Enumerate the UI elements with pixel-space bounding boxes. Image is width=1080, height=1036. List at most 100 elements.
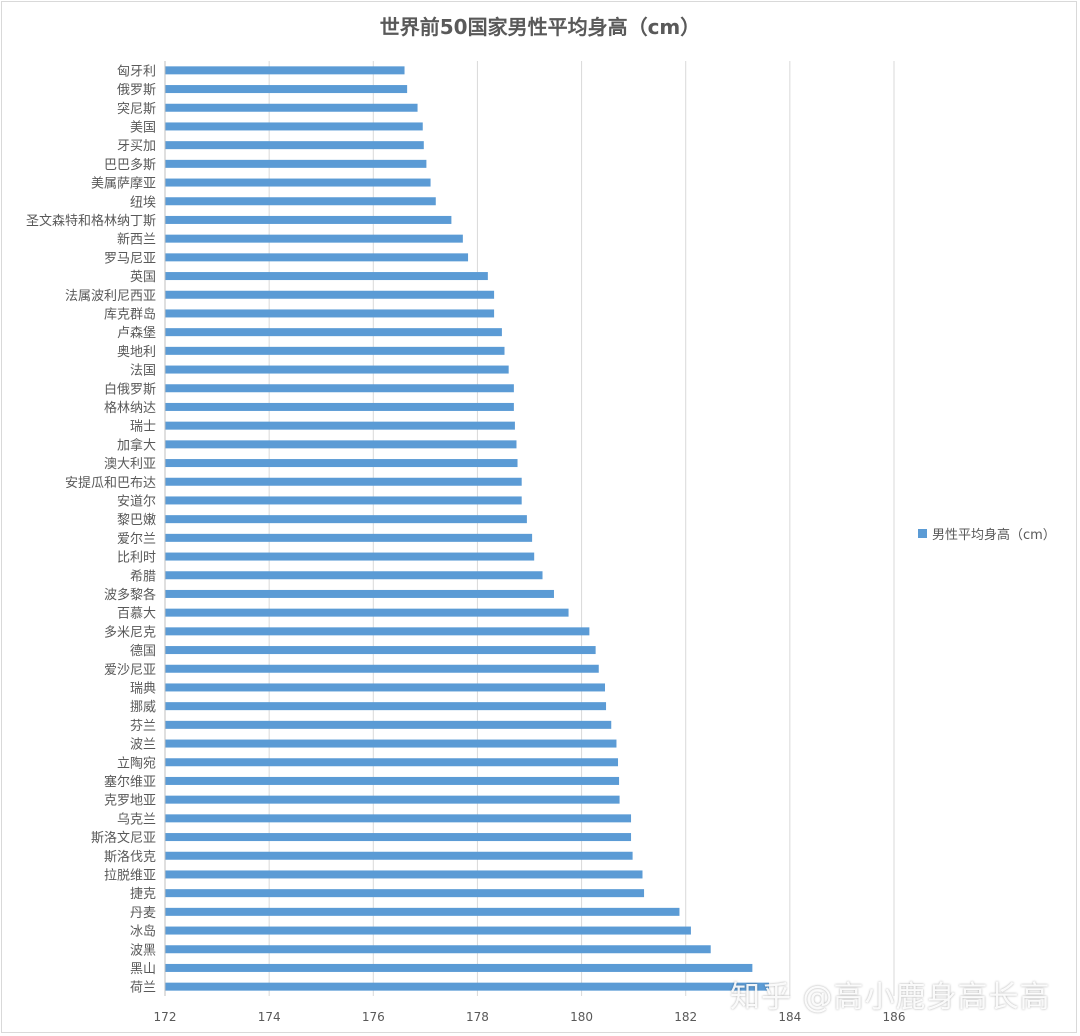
- category-label: 波黑: [130, 943, 156, 958]
- category-label: 黑山: [130, 962, 156, 977]
- category-label: 瑞典: [130, 681, 156, 696]
- bar: [165, 608, 569, 617]
- category-label: 法国: [130, 364, 156, 379]
- category-label: 多米尼克: [104, 624, 156, 640]
- x-tick-label: 182: [674, 1010, 697, 1024]
- bar: [165, 533, 533, 542]
- bar: [165, 814, 632, 823]
- category-label: 爱沙尼亚: [104, 663, 156, 678]
- bar: [165, 66, 405, 75]
- bar: [165, 159, 427, 168]
- category-label: 百慕大: [117, 607, 156, 622]
- category-label: 斯洛伐克: [104, 850, 156, 865]
- bar: [165, 141, 424, 150]
- bar: [165, 515, 527, 524]
- category-label: 拉脱维亚: [104, 868, 156, 883]
- category-label: 克罗地亚: [104, 794, 156, 809]
- bar: [165, 982, 770, 991]
- category-label: 挪威: [130, 700, 156, 715]
- category-label: 芬兰: [130, 719, 156, 734]
- category-label: 瑞士: [130, 420, 156, 435]
- bar: [165, 477, 522, 486]
- category-label: 美国: [130, 120, 156, 135]
- category-label: 加拿大: [117, 437, 156, 453]
- watermark: 知乎 @高小鹿身高长高: [730, 980, 1051, 1015]
- category-label: 牙买加: [117, 139, 156, 154]
- category-label: 德国: [130, 644, 156, 659]
- bar: [165, 702, 607, 711]
- bar: [165, 963, 753, 972]
- category-label: 库克群岛: [104, 306, 156, 322]
- x-tick-label: 184: [778, 1010, 801, 1024]
- category-label: 突尼斯: [117, 101, 156, 117]
- legend: 男性平均身高（cm）: [918, 524, 1056, 543]
- category-label: 波兰: [130, 738, 156, 753]
- category-label: 安提瓜和巴布达: [65, 475, 156, 491]
- bar: [165, 496, 522, 505]
- category-label: 纽埃: [130, 195, 156, 210]
- category-label: 塞尔维亚: [104, 774, 156, 790]
- bar: [165, 309, 495, 318]
- bar: [165, 384, 514, 393]
- category-label: 立陶宛: [117, 755, 156, 771]
- bar: [165, 234, 463, 243]
- bar: [165, 459, 518, 468]
- legend-label: 男性平均身高（cm）: [932, 528, 1056, 543]
- bar: [165, 197, 436, 206]
- bar: [165, 365, 509, 374]
- bar: [165, 402, 514, 411]
- category-label: 波多黎各: [104, 587, 156, 603]
- bar: [165, 552, 535, 561]
- chart-title: 世界前50国家男性平均身高（cm）: [380, 15, 701, 39]
- category-label: 卢森堡: [117, 325, 156, 341]
- x-tick-label: 178: [466, 1010, 489, 1024]
- category-label: 奥地利: [117, 345, 156, 360]
- x-tick-label: 180: [570, 1010, 593, 1024]
- bar: [165, 926, 691, 935]
- bar: [165, 627, 590, 636]
- category-label: 巴巴多斯: [104, 157, 156, 173]
- legend-swatch: [918, 529, 927, 538]
- bar: [165, 851, 633, 860]
- category-label: 新西兰: [117, 232, 156, 248]
- bar: [165, 103, 418, 112]
- category-label: 斯洛文尼亚: [91, 831, 156, 846]
- category-label: 荷兰: [130, 981, 156, 996]
- category-label: 乌克兰: [117, 811, 156, 827]
- bar: [165, 571, 543, 580]
- bar: [165, 440, 517, 449]
- category-label: 法属波利尼西亚: [65, 289, 156, 304]
- bar: [165, 907, 680, 916]
- bar: [165, 646, 596, 655]
- category-label: 黎巴嫩: [117, 513, 156, 528]
- category-label: 冰岛: [130, 924, 156, 940]
- category-label: 爱尔兰: [117, 532, 156, 547]
- x-tick-label: 174: [258, 1010, 281, 1024]
- x-tick-label: 172: [154, 1010, 177, 1024]
- bar: [165, 421, 515, 430]
- bar: [165, 346, 505, 355]
- category-label: 圣文森特和格林纳丁斯: [26, 213, 156, 229]
- bar: [165, 178, 431, 187]
- bar: [165, 776, 620, 785]
- bar: [165, 945, 711, 954]
- bar: [165, 664, 599, 673]
- bar: [165, 683, 606, 692]
- category-label: 格林纳达: [104, 400, 156, 416]
- bar: [165, 889, 645, 898]
- category-label: 俄罗斯: [117, 83, 156, 98]
- category-label: 英国: [130, 270, 156, 285]
- bar: [165, 328, 502, 337]
- bar: [165, 739, 617, 748]
- bar: [165, 253, 469, 262]
- category-label: 希腊: [130, 569, 156, 584]
- bar: [165, 870, 643, 879]
- category-label: 美属萨摩亚: [91, 176, 156, 192]
- category-label: 澳大利亚: [104, 456, 156, 472]
- bar: [165, 85, 408, 94]
- category-label: 丹麦: [130, 906, 156, 921]
- category-label: 罗马尼亚: [104, 251, 156, 266]
- category-label: 捷克: [130, 887, 156, 902]
